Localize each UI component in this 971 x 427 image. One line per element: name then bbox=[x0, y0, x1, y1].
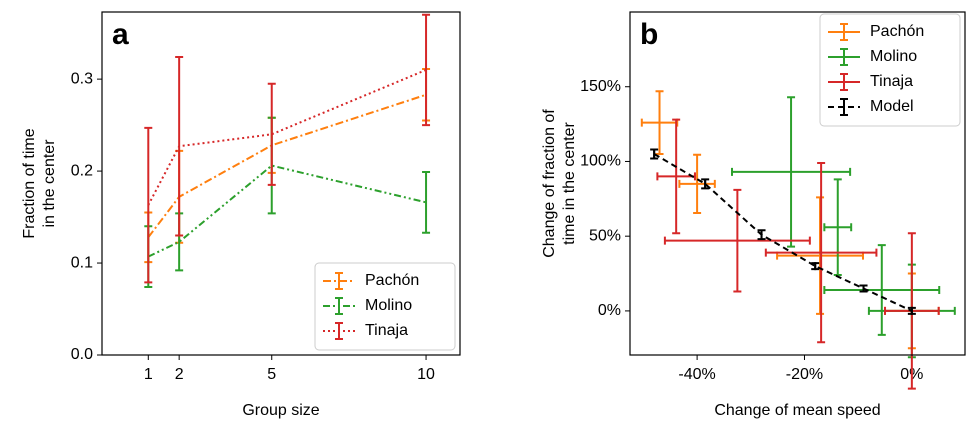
legend-label: Tinaja bbox=[365, 322, 408, 339]
legend-box bbox=[314, 262, 456, 351]
y-error-bar bbox=[267, 82, 276, 186]
y-axis-label: Fraction of time bbox=[21, 128, 38, 238]
series bbox=[144, 68, 431, 264]
legend-errorbar bbox=[840, 73, 848, 91]
y-tick-label: 0% bbox=[598, 302, 621, 319]
series-line bbox=[147, 93, 427, 238]
legend-label: Molino bbox=[365, 297, 412, 314]
series bbox=[144, 13, 431, 284]
x-error-bar bbox=[823, 285, 941, 294]
series bbox=[144, 116, 431, 288]
legend-errorbar bbox=[840, 48, 848, 66]
x-tick-label: 5 bbox=[267, 366, 276, 383]
legend-box bbox=[819, 13, 961, 127]
y-error-bar bbox=[144, 126, 153, 284]
x-error-bar bbox=[823, 223, 853, 232]
y-error-bar bbox=[175, 56, 184, 237]
legend-label: Tinaja bbox=[870, 73, 913, 90]
y-tick-label: 0.2 bbox=[71, 162, 93, 179]
y-tick-label: 150% bbox=[580, 78, 621, 95]
y-axis-label: Change of fraction of bbox=[541, 109, 558, 258]
x-error-bar bbox=[656, 172, 696, 181]
x-tick-label: -40% bbox=[678, 366, 715, 383]
legend-errorbar bbox=[840, 23, 848, 41]
series-line bbox=[147, 69, 427, 206]
x-axis-label: Change of mean speed bbox=[714, 402, 880, 419]
legend-errorbar bbox=[840, 98, 848, 116]
legend: Pachón Molino Tinaja bbox=[314, 262, 456, 351]
y-tick-label: 0.3 bbox=[71, 70, 93, 87]
series-line bbox=[653, 153, 913, 312]
y-tick-label: 100% bbox=[580, 153, 621, 170]
x-error-bar bbox=[678, 179, 716, 188]
plot-frame bbox=[629, 11, 966, 356]
legend-label: Pachón bbox=[870, 23, 924, 40]
x-tick-label: 1 bbox=[144, 366, 153, 383]
legend-label: Pachón bbox=[365, 272, 419, 289]
series bbox=[650, 148, 916, 315]
x-error-bar bbox=[663, 236, 811, 245]
legend-errorbar bbox=[335, 272, 343, 290]
panel-label: b bbox=[640, 18, 658, 51]
x-error-bar bbox=[764, 248, 878, 257]
y-axis-label: in the center bbox=[41, 139, 58, 228]
legend: Pachón Molino Tinaja Model bbox=[819, 13, 961, 127]
plot-frame bbox=[101, 11, 461, 356]
x-tick-label: 2 bbox=[175, 366, 184, 383]
y-tick-label: 0.0 bbox=[71, 346, 93, 363]
x-tick-label: 10 bbox=[417, 366, 435, 383]
legend-label: Model bbox=[870, 98, 914, 115]
series bbox=[656, 118, 940, 390]
y-error-bar bbox=[422, 13, 431, 127]
y-tick-label: 0.1 bbox=[71, 254, 93, 271]
series-line bbox=[147, 164, 427, 258]
legend-label: Molino bbox=[870, 48, 917, 65]
legend-errorbar bbox=[335, 322, 343, 340]
y-error-bar bbox=[422, 171, 431, 234]
legend-errorbar bbox=[335, 297, 343, 315]
y-tick-label: 50% bbox=[589, 227, 621, 244]
y-axis-label: time in the center bbox=[561, 121, 578, 244]
panel-label: a bbox=[112, 18, 129, 51]
x-axis-label: Group size bbox=[242, 402, 319, 419]
x-tick-label: -20% bbox=[786, 366, 823, 383]
x-error-bar bbox=[731, 167, 852, 176]
series bbox=[731, 96, 956, 359]
